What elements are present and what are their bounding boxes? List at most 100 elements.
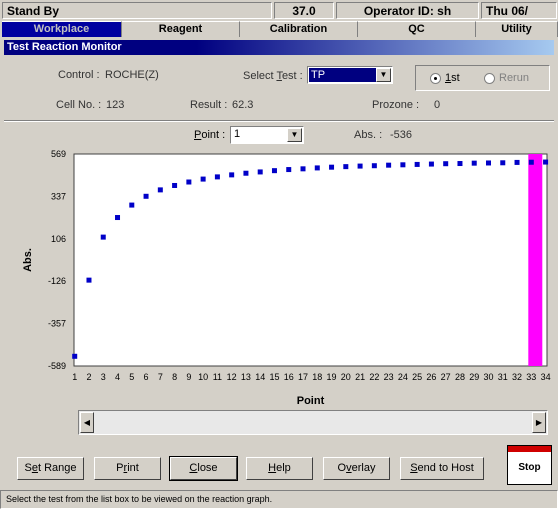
x-tick-label: 17 bbox=[298, 372, 308, 382]
y-tick-label: 106 bbox=[51, 234, 66, 244]
selected-point: 1 bbox=[234, 128, 241, 140]
data-point bbox=[386, 162, 392, 168]
status-message: Select the test from the list box to be … bbox=[0, 490, 558, 509]
overlay-button[interactable]: Overlay bbox=[323, 457, 390, 480]
data-point bbox=[400, 162, 406, 168]
tab-utility[interactable]: Utility bbox=[476, 21, 558, 37]
x-tick-label: 9 bbox=[186, 372, 191, 382]
result-value: 62.3 bbox=[232, 99, 254, 111]
set-range-button[interactable]: Set Range bbox=[17, 457, 84, 480]
x-tick-label: 31 bbox=[498, 372, 508, 382]
x-axis-label: Point bbox=[297, 395, 325, 407]
stop-indicator bbox=[508, 446, 551, 452]
prozone-value: 0 bbox=[434, 99, 441, 111]
data-point bbox=[129, 202, 135, 208]
plot-area bbox=[73, 153, 548, 367]
data-point bbox=[457, 161, 463, 167]
data-point bbox=[443, 161, 449, 167]
control-label: Control : bbox=[58, 69, 100, 81]
data-point bbox=[143, 193, 149, 199]
send-to-host-button[interactable]: Send to Host bbox=[400, 457, 484, 480]
x-tick-label: 33 bbox=[526, 372, 536, 382]
data-point bbox=[72, 353, 78, 359]
data-point bbox=[357, 163, 363, 169]
data-point bbox=[500, 160, 506, 166]
cell-no-label: Cell No. : bbox=[56, 99, 102, 111]
scroll-left-icon[interactable]: ◀ bbox=[80, 412, 94, 433]
system-state: Stand By bbox=[2, 2, 272, 19]
data-point bbox=[428, 161, 434, 167]
cell-no-value: 123 bbox=[106, 99, 125, 111]
data-point bbox=[343, 164, 349, 170]
data-point bbox=[414, 161, 420, 167]
control-value: ROCHE(Z) bbox=[105, 69, 159, 81]
scroll-right-icon[interactable]: ▶ bbox=[532, 412, 546, 433]
x-tick-label: 6 bbox=[144, 372, 149, 382]
y-tick-label: -357 bbox=[48, 319, 66, 329]
x-tick-label: 32 bbox=[512, 372, 522, 382]
chevron-down-icon[interactable]: ▼ bbox=[376, 68, 391, 82]
status-bar: Stand By 37.0 Operator ID: sh Thu 06/ bbox=[0, 0, 558, 20]
chevron-down-icon[interactable]: ▼ bbox=[287, 128, 302, 142]
close-button[interactable]: Close bbox=[169, 456, 238, 481]
data-point bbox=[229, 172, 235, 178]
x-tick-label: 10 bbox=[198, 372, 208, 382]
temperature-readout: 37.0 bbox=[274, 2, 334, 19]
radio-checked-icon bbox=[430, 72, 441, 84]
data-point bbox=[214, 174, 220, 180]
data-point bbox=[100, 234, 106, 240]
radio-1st[interactable]: 11stst bbox=[430, 72, 460, 84]
x-tick-label: 7 bbox=[158, 372, 163, 382]
tab-reagent[interactable]: Reagent bbox=[122, 21, 240, 37]
tab-calibration[interactable]: Calibration bbox=[240, 21, 358, 37]
result-label: Result : bbox=[190, 99, 228, 111]
x-tick-label: 21 bbox=[355, 372, 365, 382]
panel-title: Test Reaction Monitor bbox=[4, 40, 554, 55]
run-radio-group: 11stst Rerun bbox=[415, 65, 550, 91]
x-tick-label: 24 bbox=[398, 372, 408, 382]
action-buttons: Set Range Print Close Help Overlay Send … bbox=[0, 455, 558, 485]
radio-rerun: Rerun bbox=[484, 72, 529, 84]
abs-value: -536 bbox=[390, 129, 413, 141]
data-point bbox=[243, 170, 249, 176]
stop-label: Stop bbox=[518, 462, 541, 473]
x-tick-label: 25 bbox=[412, 372, 422, 382]
x-tick-label: 19 bbox=[327, 372, 337, 382]
tab-qc[interactable]: QC bbox=[358, 21, 476, 37]
selected-test: TP bbox=[309, 68, 377, 82]
data-point bbox=[200, 176, 206, 182]
data-point bbox=[543, 159, 549, 165]
data-point bbox=[86, 277, 92, 283]
y-tick-label: -126 bbox=[48, 276, 66, 286]
print-button[interactable]: Print bbox=[94, 457, 161, 480]
x-tick-label: 20 bbox=[341, 372, 351, 382]
point-select-dropdown[interactable]: 1 ▼ bbox=[230, 126, 304, 144]
radio-rerun-label: Rerun bbox=[499, 72, 529, 84]
x-tick-label: 22 bbox=[369, 372, 379, 382]
data-point bbox=[471, 160, 477, 166]
radio-unchecked-icon bbox=[484, 72, 495, 84]
x-tick-label: 16 bbox=[284, 372, 294, 382]
test-select-dropdown[interactable]: TP ▼ bbox=[307, 66, 393, 84]
y-tick-label: -589 bbox=[48, 361, 66, 371]
stop-button[interactable]: Stop bbox=[507, 445, 552, 485]
x-tick-label: 26 bbox=[426, 372, 436, 382]
data-point bbox=[286, 167, 292, 173]
data-point bbox=[300, 166, 306, 172]
operator-id: Operator ID: sh bbox=[336, 2, 479, 19]
data-point bbox=[528, 159, 534, 165]
y-tick-label: 337 bbox=[51, 191, 66, 201]
x-tick-label: 14 bbox=[255, 372, 265, 382]
x-tick-label: 15 bbox=[269, 372, 279, 382]
help-button[interactable]: Help bbox=[246, 457, 313, 480]
date-display: Thu 06/ bbox=[481, 2, 557, 19]
x-tick-label: 4 bbox=[115, 372, 120, 382]
x-tick-label: 8 bbox=[172, 372, 177, 382]
tab-workplace[interactable]: Workplace bbox=[2, 21, 122, 37]
abs-label: Abs. : bbox=[354, 129, 383, 141]
y-axis-label: Abs. bbox=[22, 248, 34, 272]
data-point bbox=[186, 179, 192, 185]
graph-scrollbar[interactable]: ◀ ▶ bbox=[78, 410, 548, 435]
data-point bbox=[329, 164, 335, 170]
x-tick-label: 13 bbox=[241, 372, 251, 382]
